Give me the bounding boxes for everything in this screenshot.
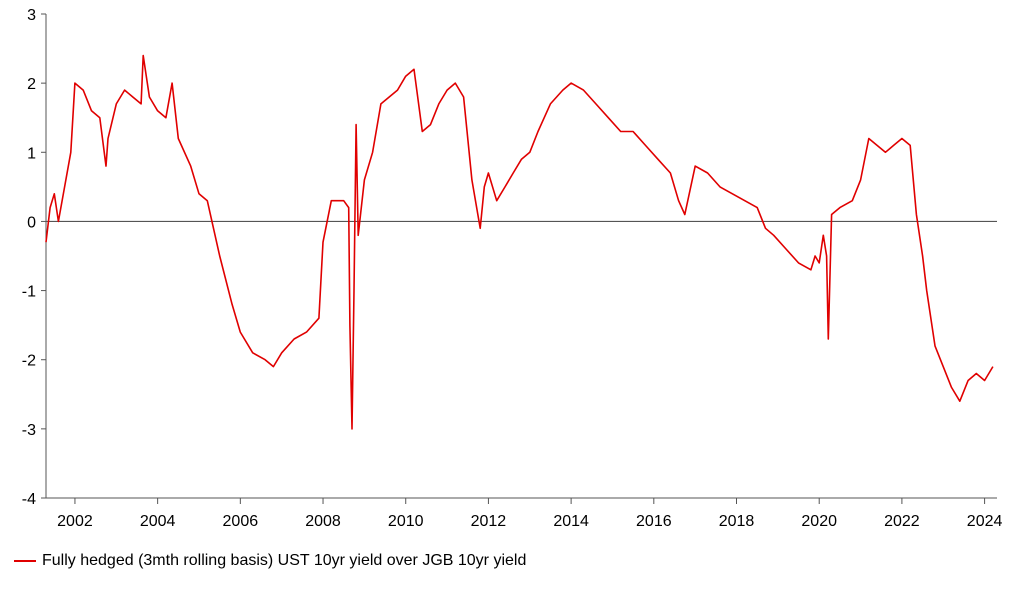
x-tick-label: 2010 bbox=[388, 513, 424, 530]
tick-labels: 3 2 1 0 -1 -2 -3 -4 2002 2004 2006 2008 2010 2012 2014… bbox=[22, 7, 1003, 530]
y-tick-label: -3 bbox=[22, 422, 36, 439]
axes bbox=[41, 13, 997, 504]
y-tick-label: 3 bbox=[27, 7, 36, 24]
y-tick-label: -4 bbox=[22, 491, 36, 508]
legend: Fully hedged (3mth rolling basis) UST 10… bbox=[14, 552, 526, 570]
x-tick-label: 2014 bbox=[553, 513, 589, 530]
y-tick-label: -2 bbox=[22, 353, 36, 370]
x-tick-label: 2016 bbox=[636, 513, 672, 530]
x-tick-label: 2022 bbox=[884, 513, 920, 530]
x-tick-label: 2020 bbox=[801, 513, 837, 530]
x-tick-label: 2008 bbox=[305, 513, 341, 530]
x-tick-label: 2024 bbox=[967, 513, 1003, 530]
x-tick-label: 2004 bbox=[140, 513, 176, 530]
legend-swatch bbox=[14, 560, 36, 562]
y-tick-label: -1 bbox=[22, 284, 36, 301]
series-layer bbox=[45, 54, 994, 430]
y-tick-label: 2 bbox=[27, 76, 36, 93]
legend-label: Fully hedged (3mth rolling basis) UST 10… bbox=[42, 552, 527, 569]
x-tick-label: 2018 bbox=[719, 513, 755, 530]
series-line bbox=[45, 54, 994, 430]
x-tick-label: 2002 bbox=[57, 513, 93, 530]
line-chart: 3 2 1 0 -1 -2 -3 -4 2002 2004 2006 2008 2010 2012 2014… bbox=[22, 7, 1003, 530]
x-tick-label: 2012 bbox=[471, 513, 507, 530]
y-tick-label: 0 bbox=[27, 214, 36, 231]
x-tick-label: 2006 bbox=[223, 513, 259, 530]
y-tick-label: 1 bbox=[27, 145, 36, 162]
